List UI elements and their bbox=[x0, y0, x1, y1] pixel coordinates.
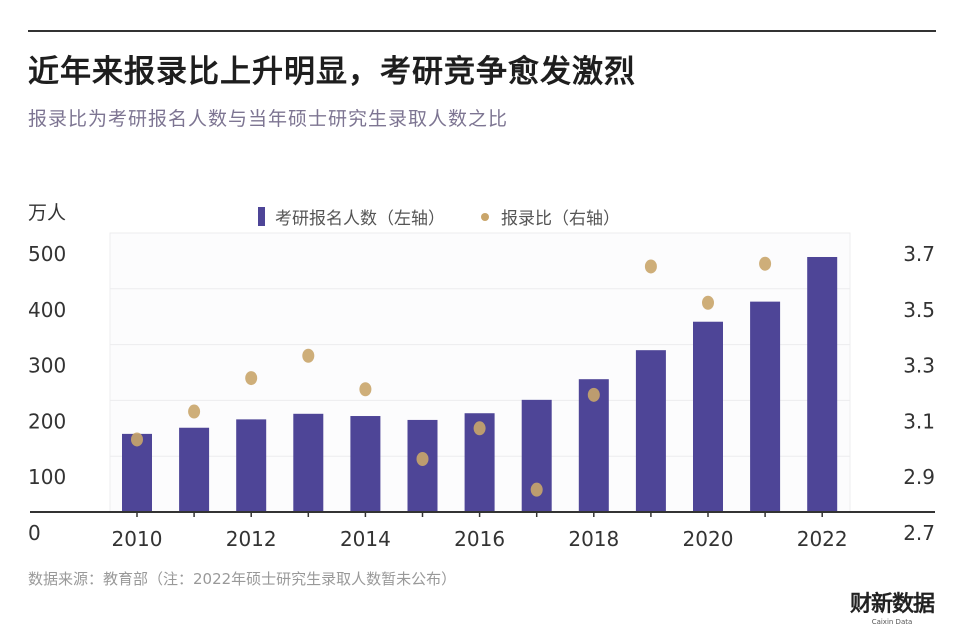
x-tick-label: 2022 bbox=[797, 527, 848, 551]
right-tick-label: 3.5 bbox=[903, 298, 935, 322]
x-tick-label: 2016 bbox=[454, 527, 505, 551]
right-tick-label: 3.3 bbox=[903, 354, 935, 378]
bar-2020 bbox=[693, 321, 723, 512]
ratio-dot-2014 bbox=[359, 382, 372, 397]
ratio-dot-2013 bbox=[302, 348, 315, 363]
bar-2019 bbox=[635, 350, 666, 512]
left-tick-label: 300 bbox=[28, 354, 66, 378]
ratio-dot-2011 bbox=[188, 404, 201, 419]
logo: 财新数据 Caixin Data bbox=[849, 586, 935, 626]
ratio-dot-2016 bbox=[473, 421, 486, 436]
left-tick-label: 100 bbox=[28, 465, 66, 489]
x-tick-label: 2020 bbox=[683, 527, 734, 551]
top-rule bbox=[28, 30, 936, 32]
right-tick-label: 2.9 bbox=[903, 465, 935, 489]
bar-2022 bbox=[807, 256, 838, 512]
right-tick-label: 3.1 bbox=[903, 409, 935, 433]
bar-2011 bbox=[179, 427, 210, 512]
left-tick-label: 400 bbox=[28, 298, 66, 322]
x-tick-label: 2010 bbox=[112, 527, 163, 551]
legend-dot-swatch bbox=[481, 212, 489, 221]
bar-2021 bbox=[750, 301, 781, 512]
legend-dot-label: 报录比（右轴） bbox=[501, 209, 620, 229]
chart-subtitle: 报录比为考研报名人数与当年硕士研究生录取人数之比 bbox=[28, 108, 509, 130]
bar-2010 bbox=[122, 433, 152, 512]
ratio-dot-2012 bbox=[245, 371, 258, 386]
left-tick-label: 200 bbox=[28, 409, 66, 433]
ratio-dot-2020 bbox=[702, 295, 714, 310]
ratio-dot-2017 bbox=[530, 482, 543, 497]
ratio-dot-2015 bbox=[416, 451, 429, 466]
legend: 考研报名人数（左轴） 报录比（右轴） bbox=[258, 204, 620, 229]
bar-2014 bbox=[350, 416, 381, 512]
x-tick-label: 2014 bbox=[340, 527, 391, 551]
ratio-dot-2018 bbox=[587, 387, 600, 402]
right-tick-label: 2.7 bbox=[903, 521, 935, 545]
ratio-dot-2021 bbox=[759, 256, 772, 271]
left-tick-label: 0 bbox=[28, 521, 41, 545]
left-tick-label: 500 bbox=[28, 242, 66, 266]
x-tick-label: 2018 bbox=[568, 527, 619, 551]
left-axis-unit: 万人 bbox=[28, 202, 67, 224]
ratio-dot-2019 bbox=[644, 259, 657, 274]
right-tick-label: 3.7 bbox=[903, 242, 935, 266]
logo-subtext: Caixin Data bbox=[871, 618, 913, 626]
legend-bar-label: 考研报名人数（左轴） bbox=[275, 209, 445, 229]
x-tick-label: 2012 bbox=[226, 527, 277, 551]
chart-title: 近年来报录比上升明显，考研竞争愈发激烈 bbox=[28, 54, 636, 90]
legend-bar-swatch bbox=[258, 207, 265, 226]
bar-2013 bbox=[293, 413, 324, 512]
bar-2012 bbox=[236, 419, 267, 512]
ratio-dot-2010 bbox=[131, 432, 143, 447]
logo-text: 财新数据 bbox=[849, 592, 935, 617]
source-note: 数据来源：教育部（注：2022年硕士研究生录取人数暂未公布） bbox=[28, 570, 457, 588]
